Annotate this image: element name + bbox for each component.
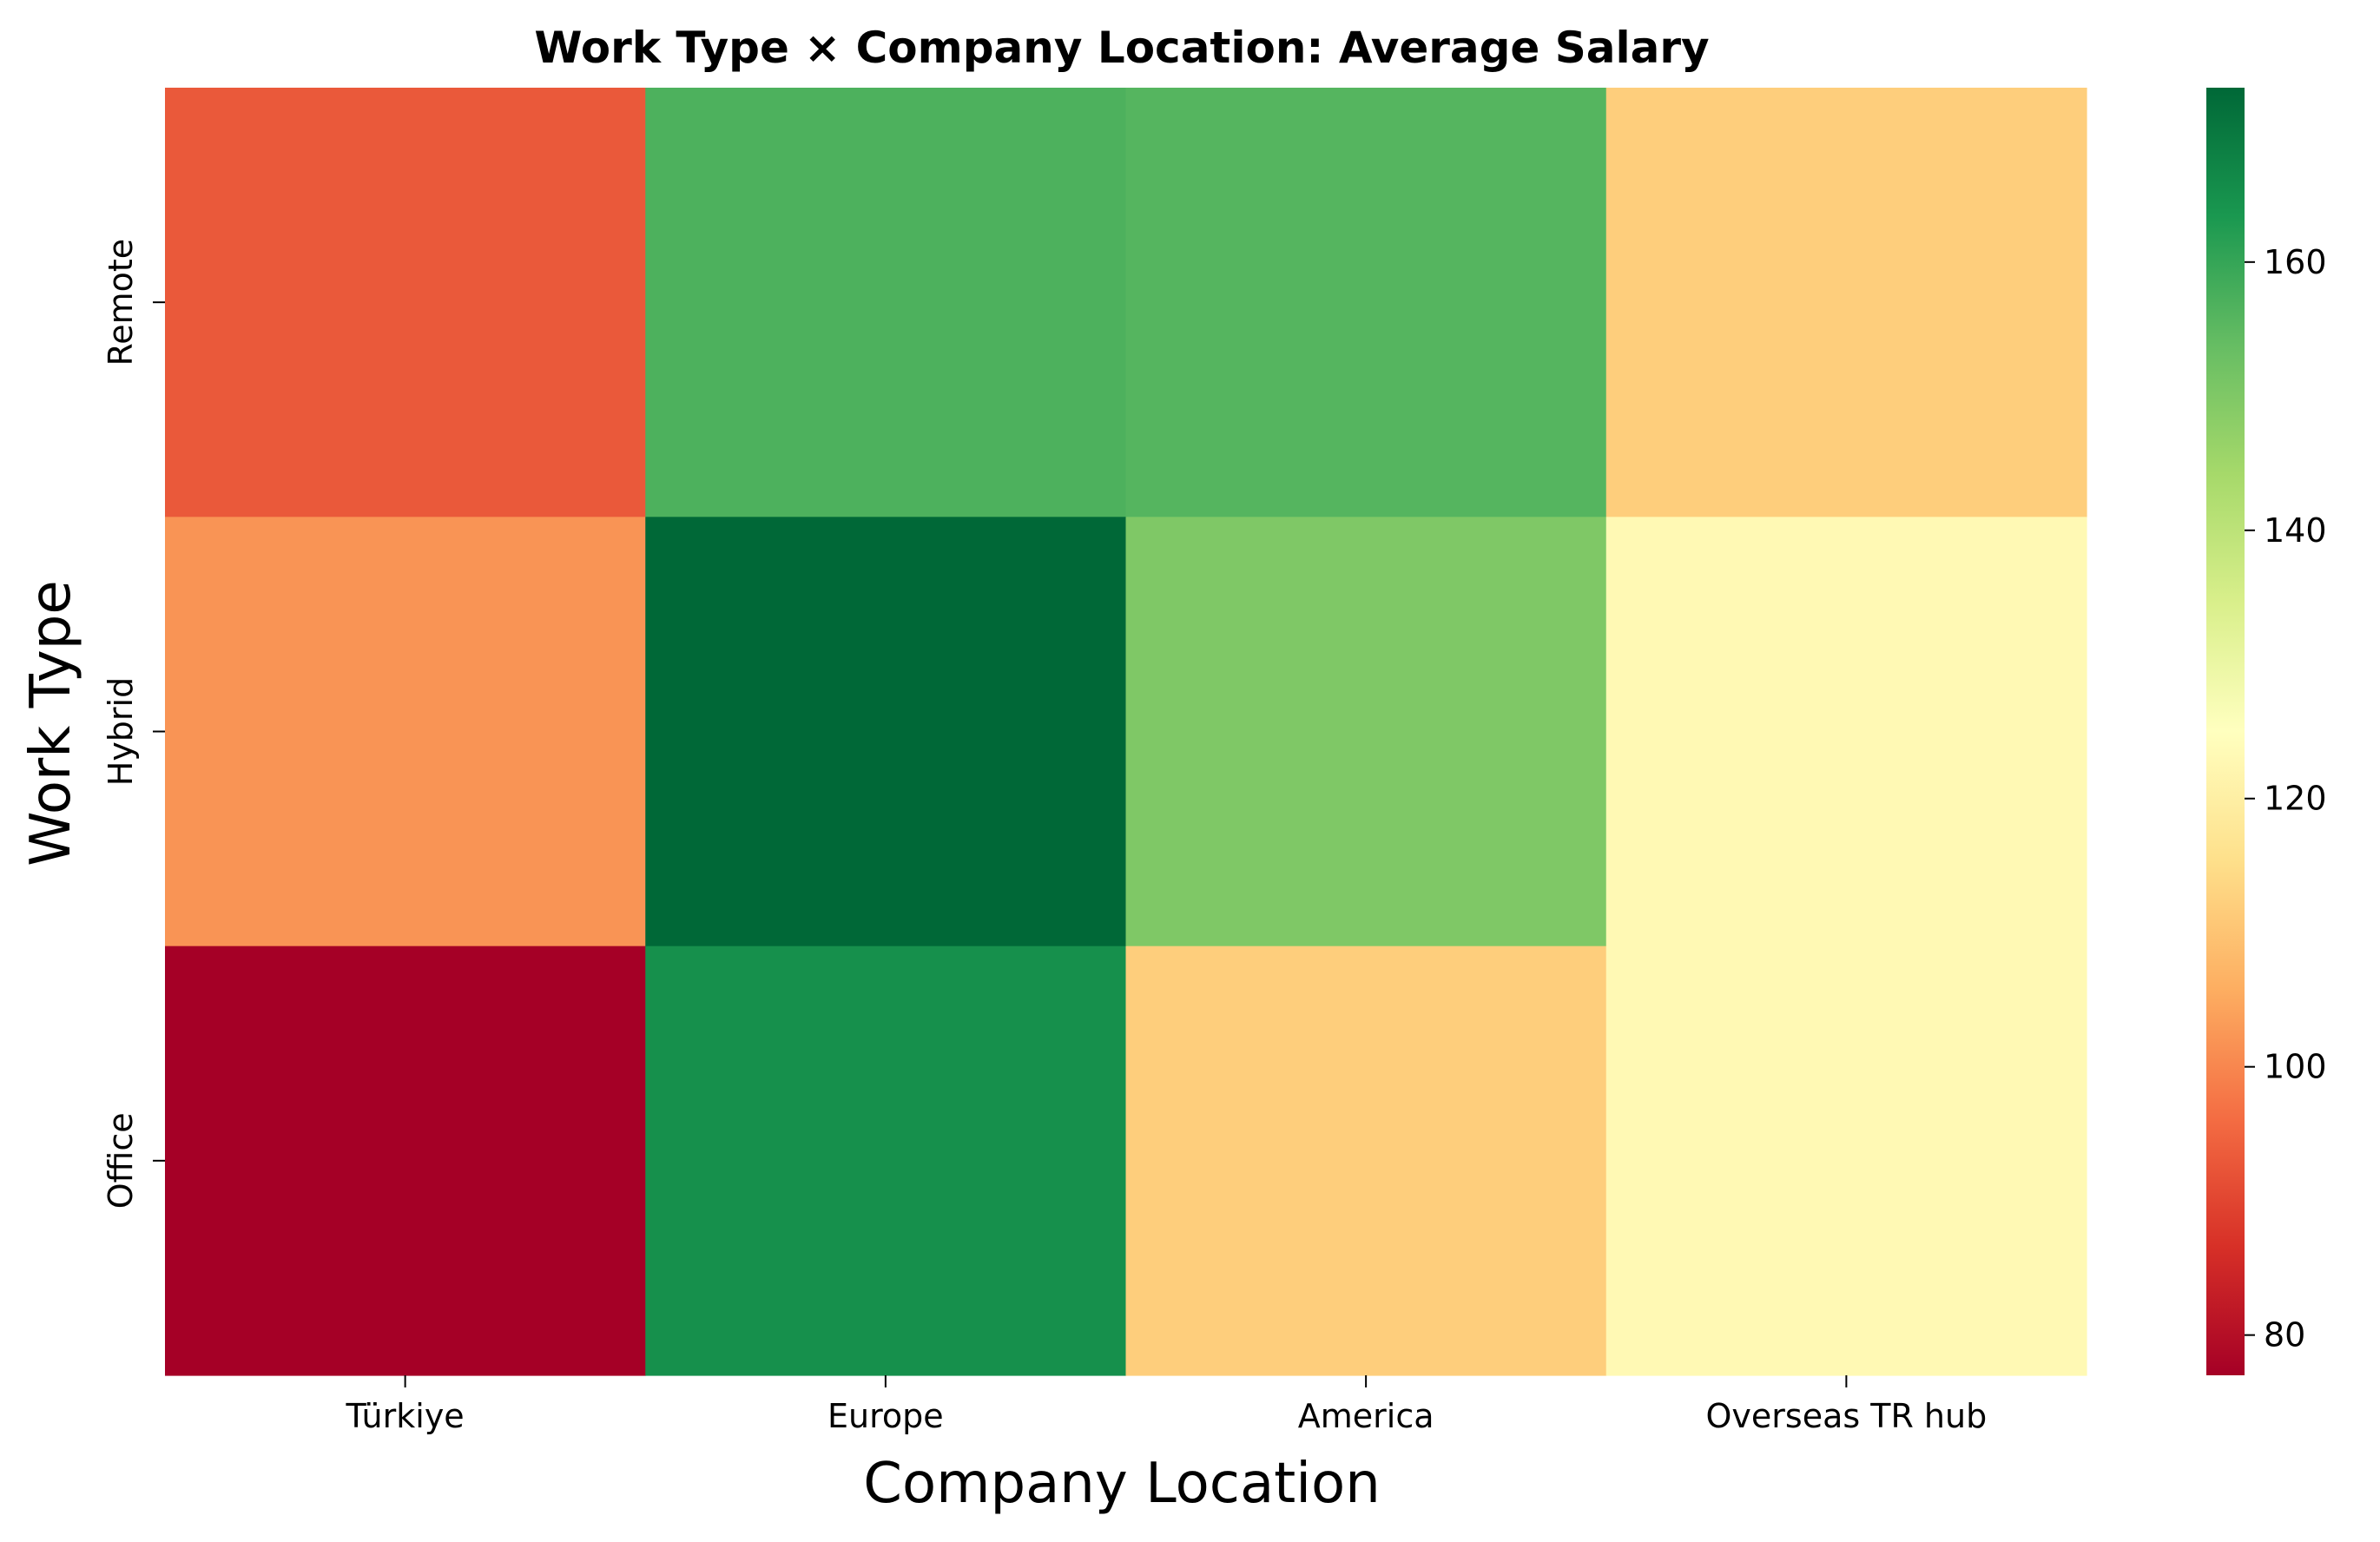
y-axis-ticks: Remote Hybrid Office	[102, 239, 165, 1209]
heatmap-cell	[1125, 88, 1607, 517]
heatmap-cell	[1605, 517, 2087, 947]
y-tick-label: Office	[102, 1112, 140, 1209]
heatmap-cell	[1605, 946, 2087, 1376]
y-axis-label: Work Type	[19, 580, 83, 866]
colorbar-tick-label: 80	[2264, 1316, 2305, 1354]
colorbar	[2206, 88, 2245, 1375]
colorbar-tick-label: 100	[2264, 1048, 2327, 1086]
x-axis-ticks: Türkiye Europe America Overseas TR hub	[346, 1375, 1988, 1435]
colorbar-tick-label: 120	[2264, 780, 2327, 818]
heatmap-cell	[645, 88, 1127, 517]
heatmap-cell	[645, 517, 1127, 947]
colorbar-tick-label: 160	[2264, 243, 2327, 281]
heatmap-cell	[1605, 88, 2087, 517]
colorbar-tick-label: 140	[2264, 511, 2327, 550]
x-axis-label: Company Location	[863, 1452, 1381, 1516]
x-tick-label: Overseas TR hub	[1706, 1397, 1988, 1435]
heatmap-cell	[165, 517, 646, 947]
x-tick-label: America	[1298, 1397, 1434, 1435]
x-tick-label: Türkiye	[346, 1397, 465, 1435]
heatmap-cell	[645, 946, 1127, 1376]
x-tick-label: Europe	[827, 1397, 944, 1435]
colorbar-ticks: 80 100 120 140 160	[2245, 243, 2327, 1354]
heatmap-cell	[1125, 517, 1607, 947]
heatmap-cell	[1125, 946, 1607, 1376]
heatmap-cells	[165, 88, 2087, 1376]
heatmap-cell	[165, 946, 646, 1376]
y-tick-label: Remote	[102, 239, 140, 366]
y-tick-label: Hybrid	[102, 677, 140, 787]
chart-title: Work Type × Company Location: Average Sa…	[534, 23, 1709, 73]
heatmap-cell	[165, 88, 646, 517]
